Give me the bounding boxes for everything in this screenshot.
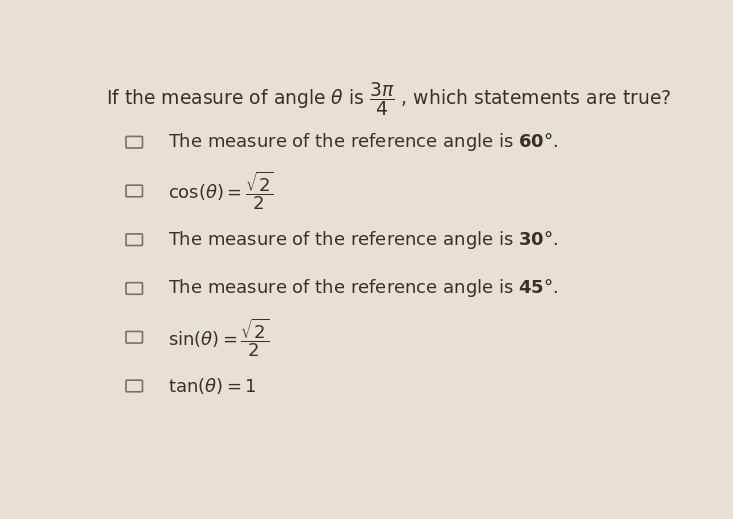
Text: $\sin(\theta) = \dfrac{\sqrt{2}}{2}$: $\sin(\theta) = \dfrac{\sqrt{2}}{2}$ bbox=[169, 316, 270, 359]
Text: $\cos(\theta) = \dfrac{\sqrt{2}}{2}$: $\cos(\theta) = \dfrac{\sqrt{2}}{2}$ bbox=[169, 170, 274, 212]
Text: The measure of the reference angle is $\mathbf{30°}$.: The measure of the reference angle is $\… bbox=[169, 229, 559, 251]
Text: The measure of the reference angle is $\mathbf{45°}$.: The measure of the reference angle is $\… bbox=[169, 278, 559, 299]
Text: If the measure of angle $\theta$ is $\dfrac{3\pi}{4}$ , which statements are tru: If the measure of angle $\theta$ is $\df… bbox=[106, 80, 671, 118]
Text: The measure of the reference angle is $\mathbf{60°}$.: The measure of the reference angle is $\… bbox=[169, 131, 559, 153]
Text: $\tan(\theta) = 1$: $\tan(\theta) = 1$ bbox=[169, 376, 257, 396]
